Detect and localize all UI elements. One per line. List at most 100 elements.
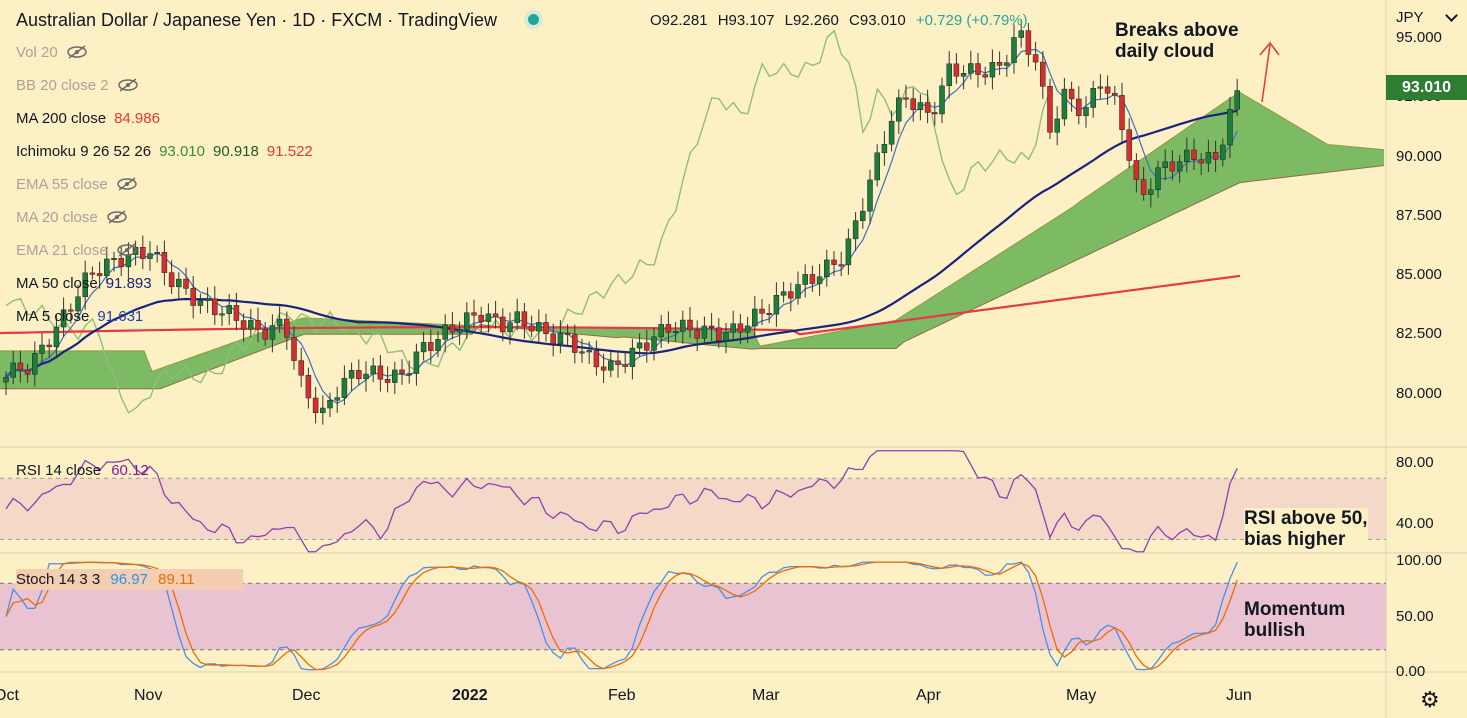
interval-label[interactable]: 1D	[292, 10, 316, 30]
ichimoku-cloud-segment	[1008, 243, 1016, 293]
candle-body	[24, 369, 31, 375]
eye-hidden-icon[interactable]	[116, 177, 138, 191]
stoch-legend[interactable]: Stoch 14 3 3 96.97 89.11	[16, 569, 243, 590]
change-value: +0.729 (+0.79%)	[915, 12, 1028, 29]
ma-5-line	[5, 48, 1238, 405]
indicator-row[interactable]: MA 5 close 91.631	[16, 308, 143, 325]
ichimoku-cloud-segment	[0, 350, 8, 389]
eye-hidden-icon[interactable]	[106, 210, 128, 224]
indicator-row[interactable]: MA 200 close 84.986	[16, 110, 160, 127]
indicator-row[interactable]: MA 20 close	[16, 209, 128, 226]
indicator-row[interactable]: Vol 20	[16, 44, 88, 61]
ichimoku-cloud-segment	[832, 330, 840, 349]
indicator-row[interactable]: MA 50 close 91.893	[16, 275, 152, 292]
eye-hidden-icon[interactable]	[116, 243, 138, 257]
ichimoku-cloud-segment	[952, 279, 960, 320]
indicator-row[interactable]: BB 20 close 2	[16, 77, 139, 94]
candle-body	[485, 313, 492, 322]
candle-body	[680, 319, 686, 332]
candle-body	[1133, 160, 1140, 180]
ichimoku-cloud-segment	[1296, 125, 1304, 176]
candle-body	[946, 63, 952, 87]
ichimoku-cloud-segment	[808, 335, 816, 349]
candle-body	[226, 305, 232, 314]
symbol-name[interactable]: Australian Dollar / Japanese Yen	[16, 10, 277, 30]
rsi-tick-label: 80.00	[1396, 454, 1434, 471]
ichimoku-cloud-segment	[1368, 148, 1376, 168]
market-status-icon	[528, 14, 539, 25]
ichimoku-cloud-segment	[96, 350, 104, 389]
settings-gear-icon[interactable]: ⚙	[1420, 687, 1440, 712]
ichimoku-cloud-segment	[1240, 92, 1248, 183]
candle-body	[1061, 88, 1068, 120]
candle-body	[845, 238, 852, 266]
ichimoku-cloud-segment	[1376, 149, 1384, 167]
candle-body	[1090, 88, 1096, 108]
ichimoku-cloud-segment	[224, 343, 232, 365]
candle-body	[1068, 88, 1075, 100]
ichimoku-cloud-segment	[944, 284, 952, 323]
candle-body	[622, 364, 628, 367]
ichimoku-cloud-segment	[856, 326, 864, 349]
currency-label[interactable]: JPY	[1396, 9, 1424, 26]
candle-body	[788, 291, 794, 299]
candle-body	[708, 325, 715, 329]
candle-body	[860, 210, 866, 221]
candle-body	[233, 305, 240, 321]
ichimoku-cloud-segment	[600, 327, 608, 337]
ichimoku-cloud-segment	[40, 350, 48, 389]
candle-body	[780, 291, 787, 296]
indicator-row[interactable]: EMA 55 close	[16, 176, 138, 193]
candle-body	[701, 325, 708, 339]
candle-body	[831, 259, 837, 265]
ichimoku-cloud-segment	[120, 350, 128, 389]
ma-50-line	[5, 109, 1238, 379]
ma-200-line	[0, 274, 1241, 336]
indicator-label: MA 200 close	[16, 110, 107, 127]
candle-body	[348, 370, 355, 379]
stoch-d-value: 89.11	[158, 571, 195, 588]
candle-body	[716, 327, 722, 341]
candle-body	[773, 295, 780, 315]
rsi-line	[5, 450, 1238, 553]
candle-body	[276, 318, 283, 326]
ichimoku-cloud-segment	[800, 336, 808, 349]
candle-body	[867, 179, 873, 212]
rsi-legend[interactable]: RSI 14 close 60.12	[16, 462, 149, 479]
ichimoku-cloud-segment	[1184, 124, 1192, 210]
candle-body	[672, 331, 679, 334]
eye-hidden-icon[interactable]	[117, 78, 139, 92]
candle-body	[111, 258, 117, 261]
ichimoku-cloud-segment	[1120, 168, 1128, 240]
indicator-label: EMA 55 close	[16, 176, 108, 193]
ichimoku-cloud-segment	[1216, 102, 1224, 194]
candle-body	[824, 259, 830, 278]
annotation-line: Breaks above	[1115, 20, 1239, 41]
eye-hidden-icon[interactable]	[66, 45, 88, 59]
candle-body	[1032, 54, 1039, 63]
indicator-row[interactable]: Ichimoku 9 26 52 26 93.010 90.918 91.522	[16, 143, 313, 160]
candle-body	[75, 296, 81, 312]
ichimoku-cloud-segment	[992, 253, 1000, 301]
candle-body	[492, 313, 499, 318]
candle-body	[795, 284, 801, 299]
stoch-d-line	[5, 561, 1238, 671]
candle-body	[665, 324, 672, 333]
ichimoku-cloud-segment	[584, 327, 592, 336]
candle-body	[737, 323, 744, 333]
ichimoku-cloud-segment	[56, 350, 64, 389]
ichimoku-cloud-segment	[576, 327, 584, 335]
ichimoku-cloud-segment	[88, 350, 96, 389]
candle-body	[456, 329, 463, 333]
candle-body	[118, 258, 124, 268]
ichimoku-cloud-segment	[560, 327, 568, 334]
ichimoku-cloud-segment	[72, 350, 80, 389]
ichimoku-cloud-segment	[632, 327, 640, 339]
candle-body	[392, 369, 398, 383]
indicator-row[interactable]: EMA 21 close	[16, 242, 138, 259]
price-tick-label: 87.500	[1396, 206, 1442, 224]
ichimoku-cloud-segment	[880, 321, 888, 349]
ichimoku-cloud-segment	[960, 274, 968, 316]
